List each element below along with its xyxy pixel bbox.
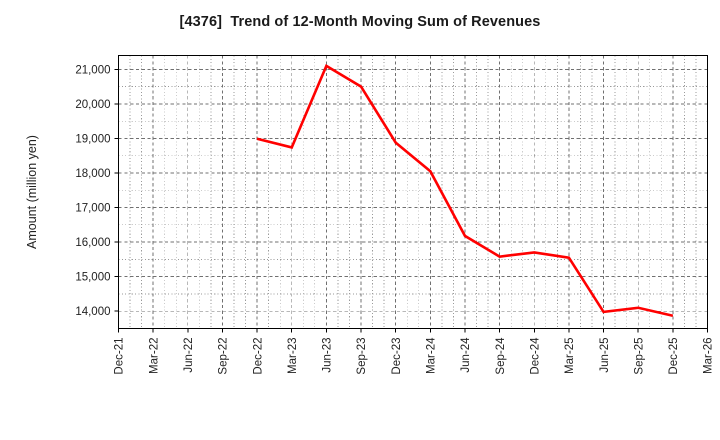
x-tick-label: Dec-22 <box>252 338 264 375</box>
y-axis-ticks: 14,000 15,000 16,000 17,000 18,000 19,000 20,0… <box>75 64 119 318</box>
x-tick-label: Mar-25 <box>564 338 576 374</box>
x-tick-label: Sep-24 <box>495 337 507 375</box>
x-tick-label: Mar-26 <box>703 338 715 374</box>
y-tick-label: 16,000 <box>75 237 110 249</box>
x-tick-label: Dec-21 <box>114 338 126 375</box>
x-tick-label: Jun-23 <box>322 338 334 373</box>
y-tick-label: 19,000 <box>75 133 110 145</box>
x-tick-label: Sep-25 <box>633 338 645 375</box>
x-tick-label: Mar-24 <box>426 337 438 374</box>
x-axis-ticks: Dec-21 Mar-22 Jun-22 Sep-22 Dec-22 Mar-23 Jun-… <box>114 328 715 375</box>
chart-title: [4376] Trend of 12-Month Moving Sum of R… <box>179 14 541 30</box>
x-tick-label: Jun-25 <box>599 338 611 373</box>
x-tick-label: Dec-24 <box>529 337 541 375</box>
x-tick-label: Mar-22 <box>148 338 160 374</box>
y-tick-label: 14,000 <box>75 306 110 318</box>
minor-gridlines <box>118 55 708 329</box>
y-tick-label: 20,000 <box>75 99 110 111</box>
x-tick-label: Jun-24 <box>460 337 472 373</box>
revenue-trend-line <box>256 63 674 317</box>
x-tick-label: Jun-22 <box>183 338 195 373</box>
x-tick-label: Mar-23 <box>287 338 299 374</box>
x-tick-label: Dec-25 <box>668 338 680 375</box>
major-gridlines <box>118 55 708 329</box>
y-tick-label: 18,000 <box>75 168 110 180</box>
x-tick-label: Sep-22 <box>218 338 230 375</box>
y-tick-label: 21,000 <box>75 64 110 76</box>
x-tick-label: Sep-23 <box>356 338 368 375</box>
plot-frame <box>117 54 709 330</box>
x-tick-label: Dec-23 <box>391 338 403 375</box>
y-tick-label: 15,000 <box>75 272 110 284</box>
y-tick-label: 17,000 <box>75 203 110 215</box>
